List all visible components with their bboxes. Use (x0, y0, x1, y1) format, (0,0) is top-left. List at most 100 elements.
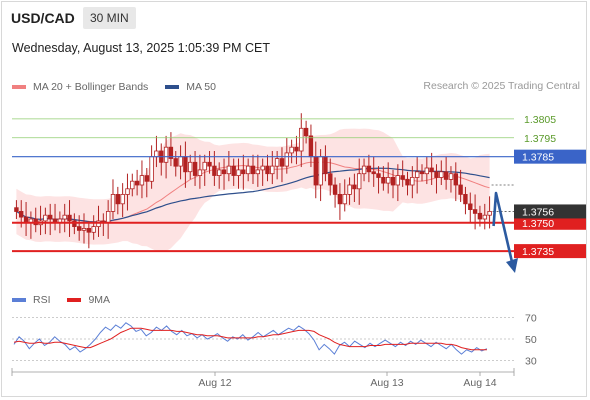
chart-legend: MA 20 + Bollinger Bands MA 50 (12, 80, 230, 93)
rsi-legend: RSI 9MA (12, 293, 124, 306)
candle-body (149, 156, 154, 182)
candle-body (241, 169, 246, 175)
candle-body (163, 146, 169, 163)
candle-body (14, 207, 19, 212)
candle-body (62, 214, 67, 220)
candle-body (178, 156, 183, 167)
legend-item-ma50: MA 50 (165, 81, 216, 93)
level-label-1.3805: 1.3805 (524, 114, 556, 126)
candle-body (308, 135, 314, 158)
candle-body (318, 156, 323, 186)
candle-body (236, 169, 241, 176)
legend-rsi-ma-label: 9MA (88, 294, 111, 306)
candle-body (106, 210, 111, 224)
candle-body (381, 176, 386, 184)
legend-rsi-label: RSI (33, 294, 51, 306)
candle-body (356, 173, 362, 190)
candle-body (77, 226, 82, 231)
candle-body (458, 184, 463, 195)
level-label-1.3735: 1.3735 (522, 246, 554, 258)
current-price-tag (514, 204, 586, 219)
candle-body (439, 171, 444, 178)
x-tick-label-Aug-12: Aug 12 (198, 377, 231, 389)
candle-body (395, 175, 400, 186)
candle-body (231, 165, 236, 176)
candle-body (216, 169, 222, 176)
candle-body (448, 173, 454, 180)
candle-body (115, 193, 120, 205)
ma50-swatch (165, 85, 180, 89)
rsi-tick-30: 30 (525, 356, 537, 368)
level-tag-1.3735 (514, 244, 586, 259)
candle-body (361, 165, 367, 175)
candle-body (265, 165, 270, 175)
candle-body (274, 158, 280, 167)
candle-body (134, 180, 140, 186)
candle-body (371, 171, 376, 175)
candle-body (337, 193, 343, 205)
candle-body (410, 176, 415, 186)
candle-body (342, 193, 347, 205)
level-tag-1.3750 (514, 215, 586, 230)
candle-body (202, 161, 207, 171)
x-tick-label-Aug-14: Aug 14 (463, 377, 496, 389)
candle-body (144, 175, 149, 182)
candle-body (453, 173, 458, 186)
candle-body (187, 161, 193, 173)
candle-body (414, 171, 420, 178)
ma20-swatch (12, 85, 26, 89)
legend-item-ma20: MA 20 + Bollinger Bands (12, 81, 148, 93)
candle-body (385, 176, 391, 184)
legend-ma50-label: MA 50 (186, 81, 216, 93)
candle-body (260, 165, 265, 171)
candle-body (91, 226, 96, 233)
candle-body (424, 167, 429, 175)
level-label-1.3785: 1.3785 (522, 152, 554, 164)
candle-body (313, 156, 318, 186)
rsi-swatch (12, 298, 26, 302)
candle-body (463, 193, 468, 205)
candle-body (366, 165, 372, 173)
level-label-1.3795: 1.3795 (524, 133, 556, 145)
candle-body (67, 214, 72, 222)
candle-body (429, 167, 434, 173)
candle-body (81, 227, 87, 231)
candle-body (245, 165, 251, 175)
candle-body (443, 171, 449, 180)
candle-body (487, 210, 492, 216)
candle-body (173, 158, 178, 167)
timeframe-button[interactable]: 30 MIN (83, 7, 136, 29)
candle-body (130, 180, 135, 190)
candle-body (139, 175, 145, 186)
candle-body (347, 184, 352, 195)
rsi-tick-70: 70 (525, 312, 537, 324)
candle-body (192, 161, 198, 176)
candle-body (207, 161, 212, 167)
candle-body (294, 146, 299, 152)
candle-body (48, 214, 53, 220)
candle-body (400, 175, 405, 180)
rsi-line (13, 322, 488, 355)
candle-body (477, 212, 483, 220)
legend-item-rsi-ma: 9MA (67, 294, 110, 306)
candle-body (468, 203, 473, 210)
rsi-ma-line (13, 327, 487, 351)
candle-body (125, 188, 130, 195)
candle-body (376, 173, 381, 178)
current-price-label: 1.3756 (522, 206, 554, 218)
candle-body (472, 209, 478, 214)
copyright-label: Research © 2025 Trading Central (423, 80, 580, 92)
candle-body (221, 169, 227, 175)
candle-body (332, 184, 338, 195)
candle-body (270, 165, 275, 175)
candle-body (405, 178, 410, 186)
candle-body (154, 150, 159, 158)
timestamp-label: Wednesday, August 13, 2025 1:05:39 PM CE… (12, 41, 271, 55)
level-tag-1.3785 (514, 149, 586, 164)
x-tick-label-Aug-13: Aug 13 (370, 377, 403, 389)
candle-body (352, 184, 357, 190)
candle-body (284, 152, 289, 167)
forecast-arrow (492, 191, 514, 263)
candle-body (390, 176, 396, 186)
